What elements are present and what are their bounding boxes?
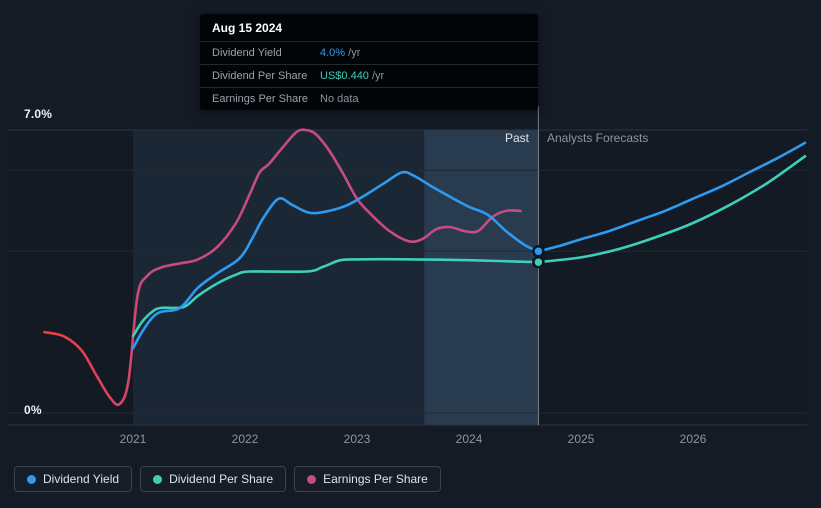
tooltip-value-number: 4.0%	[320, 47, 346, 59]
x-tick-label: 2026	[680, 432, 707, 446]
series-marker-dividend-per-share	[532, 255, 545, 269]
series-forecast-line-dividend-per-share	[537, 155, 807, 264]
legend-label: Earnings Per Share	[323, 472, 428, 486]
series-line-dividend-per-share	[131, 257, 540, 338]
legend-label: Dividend Yield	[43, 472, 120, 486]
tooltip-label: Dividend Per Share	[212, 70, 308, 82]
y-axis-max-label: 7.0%	[24, 107, 53, 121]
x-tick-label: 2023	[344, 432, 371, 446]
chart-legend: Dividend Yield Dividend Per Share Earnin…	[14, 466, 441, 492]
analysts-forecasts-label: Analysts Forecasts	[547, 131, 649, 145]
series-line-dividend-yield	[131, 170, 540, 350]
series-forecast-line-dividend-yield	[537, 141, 807, 253]
tooltip-value-suffix: /yr	[345, 47, 361, 59]
tooltip-value: 4.0% /yr	[320, 46, 360, 60]
tooltip-value-suffix: /yr	[368, 70, 385, 82]
earnings-per-share-color-dot	[307, 474, 317, 484]
tooltip-label: Earnings Per Share	[212, 93, 308, 105]
x-tick-label: 2022	[232, 432, 259, 446]
tooltip-row-dividend-yield: Dividend Yield 4.0% /yr	[200, 41, 538, 64]
legend-label: Dividend Per Share	[169, 472, 274, 486]
dividend-chart-canvas[interactable]: 2021 2022 2023 2024 2025 2026	[0, 0, 821, 455]
past-section-label: Past	[504, 131, 529, 145]
series-line-earnings-per-share	[43, 128, 522, 407]
x-tick-label: 2021	[120, 432, 147, 446]
legend-toggle-dividend-per-share[interactable]: Dividend Per Share	[140, 466, 287, 492]
legend-toggle-dividend-yield[interactable]: Dividend Yield	[14, 466, 133, 492]
hovered-year-highlight-region	[424, 130, 539, 425]
x-tick-label: 2025	[568, 432, 595, 446]
tooltip-value: US$0.440 /yr	[320, 69, 384, 83]
y-axis-min-label: 0%	[24, 403, 42, 417]
tooltip-value-number: US$0.440	[320, 70, 369, 82]
tooltip-row-earnings-per-share: Earnings Per Share No data	[200, 87, 538, 110]
tooltip-row-dividend-per-share: Dividend Per Share US$0.440 /yr	[200, 64, 538, 87]
legend-toggle-earnings-per-share[interactable]: Earnings Per Share	[294, 466, 441, 492]
x-tick-label: 2024	[456, 432, 483, 446]
dividend-per-share-color-dot	[153, 474, 163, 484]
series-marker-dividend-yield	[532, 245, 545, 258]
tooltip-value-number: No data	[320, 93, 359, 105]
chart-tooltip: Aug 15 2024 Dividend Yield 4.0% /yr Divi…	[200, 14, 538, 110]
tooltip-label: Dividend Yield	[212, 47, 282, 59]
tooltip-date: Aug 15 2024	[212, 21, 283, 35]
tooltip-value: No data	[320, 92, 359, 106]
dividend-yield-color-dot	[27, 474, 36, 484]
